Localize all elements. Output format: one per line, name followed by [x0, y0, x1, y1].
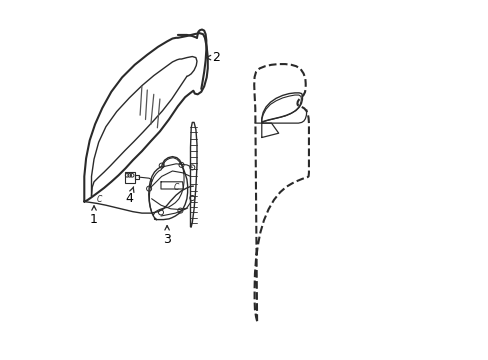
Text: 2: 2	[205, 51, 219, 64]
Text: 1: 1	[90, 206, 98, 226]
Text: 4: 4	[125, 187, 134, 205]
Bar	[134, 175, 139, 179]
Text: C: C	[173, 183, 179, 192]
Bar	[124, 172, 134, 183]
Text: C: C	[97, 195, 102, 204]
Text: 3: 3	[163, 226, 171, 246]
